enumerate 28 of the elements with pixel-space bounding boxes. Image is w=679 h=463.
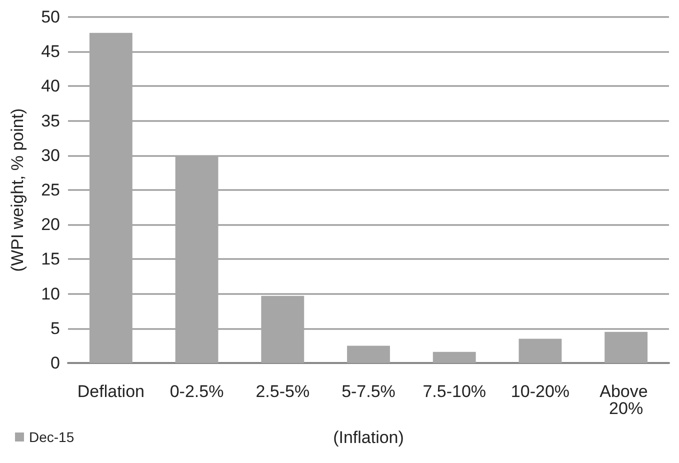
y-tick-label: 20 (41, 215, 60, 234)
x-axis-title: (Inflation) (333, 428, 404, 447)
bar (89, 32, 132, 363)
bar (432, 352, 476, 363)
x-tick-label: Above 20% (600, 382, 653, 418)
y-tick-label: 30 (41, 146, 60, 165)
y-axis-title: (WPI weight, % point) (8, 108, 27, 272)
bar (604, 332, 648, 363)
x-tick-label: 7.5-10% (422, 382, 486, 401)
y-tick-label: 40 (41, 76, 60, 96)
y-tick-label: 45 (41, 42, 60, 62)
x-tick-label: 10-20% (510, 382, 570, 401)
y-tick-label: 5 (50, 318, 60, 338)
y-tick-label: 10 (41, 284, 60, 304)
y-tick-label: 25 (41, 180, 60, 200)
bar (347, 346, 390, 363)
bar (175, 155, 218, 363)
y-tick-label: 0 (50, 354, 60, 372)
bar (518, 338, 562, 363)
bar (261, 296, 304, 363)
x-tick-label: Deflation (77, 382, 144, 401)
y-tick-label: 35 (41, 111, 60, 130)
x-tick-label: 0-2.5% (170, 382, 224, 401)
x-tick-label: 2.5-5% (256, 382, 310, 401)
x-tick-label: 5-7.5% (342, 382, 396, 401)
y-tick-label: 15 (41, 250, 60, 269)
legend-label: Dec-15 (29, 429, 74, 445)
y-tick-label: 50 (41, 8, 60, 26)
